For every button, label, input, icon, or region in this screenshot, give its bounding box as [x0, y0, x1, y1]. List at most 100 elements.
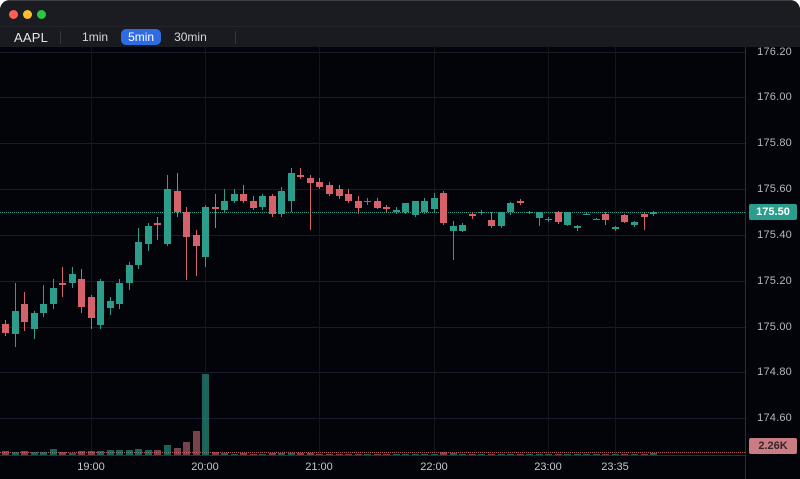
- volume-bar: [631, 454, 638, 455]
- toolbar: AAPL 1min 5min 30min: [0, 27, 800, 47]
- timeframe-button-30min[interactable]: 30min: [174, 30, 207, 44]
- volume-bar: [316, 454, 323, 455]
- candle-body: [545, 219, 552, 220]
- candle-body: [326, 185, 333, 194]
- grid-line-horizontal: [0, 52, 745, 53]
- grid-line-horizontal: [0, 327, 745, 328]
- volume-bar: [21, 451, 28, 455]
- price-tick-label: 176.20: [757, 46, 792, 58]
- volume-bar: [107, 450, 114, 455]
- volume-bar: [450, 453, 457, 455]
- chart-pane[interactable]: [0, 47, 745, 455]
- candle-body: [221, 201, 228, 210]
- volume-bar: [326, 454, 333, 455]
- titlebar[interactable]: [0, 0, 800, 27]
- candle-body: [107, 301, 114, 308]
- candle-body: [345, 194, 352, 201]
- volume-bar: [345, 454, 352, 455]
- candle-body: [88, 297, 95, 318]
- candle-body: [193, 235, 200, 246]
- candle-body: [145, 226, 152, 244]
- time-tick-label: 21:00: [305, 461, 333, 473]
- close-button[interactable]: [9, 10, 18, 19]
- zoom-button[interactable]: [37, 10, 46, 19]
- candle-body: [564, 212, 571, 225]
- time-axis[interactable]: 19:00 20:00 21:00 22:00 23:00 23:35: [0, 455, 745, 479]
- grid-line-horizontal: [0, 143, 745, 144]
- price-tick-label: 175.40: [757, 229, 792, 241]
- price-axis[interactable]: 175.50 2.26K 176.20 176.00 175.80 175.60 175…: [745, 46, 800, 479]
- candle-body: [126, 265, 133, 283]
- volume-bar: [545, 454, 552, 455]
- volume-bar: [183, 442, 190, 455]
- volume-bar: [202, 374, 209, 455]
- symbol-label[interactable]: AAPL: [14, 29, 49, 45]
- time-tick-label: 22:00: [420, 461, 448, 473]
- candle-body: [583, 214, 590, 215]
- grid-line-horizontal: [0, 97, 745, 98]
- candle-body: [593, 219, 600, 220]
- grid-line-vertical: [434, 47, 435, 455]
- volume-bar: [621, 454, 628, 455]
- volume-bar: [498, 454, 505, 455]
- candle-body: [488, 220, 495, 226]
- timeframe-button-group: 1min 5min 30min: [72, 29, 217, 45]
- candle-body: [440, 193, 447, 223]
- volume-bar: [307, 453, 314, 455]
- candle-body: [412, 201, 419, 215]
- volume-bar: [440, 452, 447, 455]
- toolbar-separator: [60, 30, 62, 44]
- volume-bar: [269, 453, 276, 455]
- volume-bar: [526, 454, 533, 455]
- candle-body: [250, 201, 257, 208]
- volume-bar: [116, 450, 123, 455]
- volume-bar: [259, 454, 266, 455]
- volume-bar: [393, 454, 400, 455]
- volume-bar: [97, 451, 104, 455]
- candle-body: [297, 175, 304, 177]
- volume-bar: [564, 454, 571, 455]
- volume-bar: [126, 450, 133, 455]
- volume-bar: [221, 453, 228, 455]
- minimize-button[interactable]: [23, 10, 32, 19]
- volume-bar: [641, 454, 648, 455]
- volume-bar: [574, 454, 581, 455]
- candle-body: [174, 191, 181, 212]
- volume-bar: [12, 452, 19, 455]
- candle-body: [154, 223, 161, 225]
- time-tick-label: 23:00: [534, 461, 562, 473]
- candle-body: [478, 212, 485, 213]
- candle-body: [259, 196, 266, 207]
- candle-body: [602, 214, 609, 220]
- volume-bar: [469, 454, 476, 455]
- grid-line-horizontal: [0, 281, 745, 282]
- volume-bar: [50, 449, 57, 455]
- price-tick-label: 174.60: [757, 412, 792, 424]
- candle-body: [278, 191, 285, 214]
- candle-body: [402, 203, 409, 212]
- candle-body: [507, 203, 514, 212]
- candle-wick: [539, 212, 540, 226]
- volume-bar: [59, 452, 66, 455]
- volume-bar: [488, 454, 495, 455]
- timeframe-button-5min[interactable]: 5min: [121, 29, 162, 45]
- candle-body: [212, 207, 219, 209]
- candle-body: [231, 194, 238, 201]
- candle-wick: [224, 189, 225, 212]
- candle-body: [164, 189, 171, 244]
- volume-bar: [374, 454, 381, 455]
- candle-body: [97, 281, 104, 325]
- candle-body: [40, 304, 47, 313]
- price-tick-label: 174.80: [757, 366, 792, 378]
- candle-body: [59, 283, 66, 285]
- time-tick-label: 23:35: [601, 461, 629, 473]
- volume-bar: [478, 454, 485, 455]
- candle-wick: [577, 225, 578, 231]
- volume-bar: [164, 445, 171, 455]
- price-tick-label: 175.20: [757, 275, 792, 287]
- candle-body: [69, 274, 76, 283]
- volume-bar: [278, 453, 285, 455]
- volume-bar: [364, 454, 371, 455]
- timeframe-button-1min[interactable]: 1min: [82, 30, 109, 44]
